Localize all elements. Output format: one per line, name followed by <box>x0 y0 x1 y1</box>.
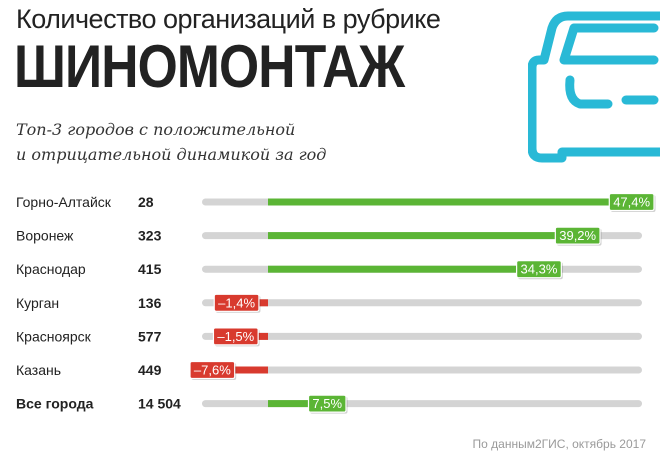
count-label: 136 <box>138 295 162 311</box>
description-line-1: Топ-3 городов с положительной <box>16 120 296 139</box>
bar <box>256 332 268 340</box>
bar <box>268 232 578 240</box>
data-label: 39,2% <box>559 228 596 243</box>
data-label: 47,4% <box>613 195 650 210</box>
value-badge <box>516 260 562 279</box>
bar <box>256 299 268 307</box>
bar-row: Все города 14 504 7,5% <box>16 394 642 414</box>
category-label: Курган <box>16 295 59 311</box>
bar-row: Красноярск 577 –1,5% <box>16 327 642 347</box>
chart-title: Количество организаций в рубрике <box>16 4 441 34</box>
bar-track <box>202 299 642 307</box>
value-badge <box>608 192 655 212</box>
category-label: Горно-Алтайск <box>16 194 112 210</box>
bar <box>268 400 328 408</box>
category-label: Красноярск <box>16 328 92 344</box>
bar <box>268 198 643 206</box>
count-label: 323 <box>138 228 162 244</box>
data-label: 7,5% <box>312 396 342 411</box>
data-label: –1,5% <box>217 329 254 344</box>
bar <box>268 265 539 273</box>
category-label: Казань <box>16 362 61 378</box>
value-badge <box>213 293 260 312</box>
category-label: Краснодар <box>16 261 86 277</box>
data-label: –7,6% <box>194 363 231 378</box>
chart-subtitle: ШИНОМОНТАЖ <box>14 33 405 100</box>
value-badge <box>307 394 347 413</box>
chart-description: Топ-3 городов с положительной и отрицате… <box>16 117 396 167</box>
bar-track <box>202 366 642 374</box>
bar-row: Горно-Алтайск 28 47,4% <box>16 192 656 212</box>
data-label: –1,4% <box>218 295 255 310</box>
count-label: 28 <box>138 194 154 210</box>
category-label: Все города <box>16 396 94 412</box>
bar-row: Краснодар 415 34,3% <box>16 260 642 280</box>
value-badge <box>212 327 259 346</box>
bar <box>207 366 268 374</box>
bar-row: Казань 449 –7,6% <box>16 360 642 380</box>
car-icon <box>528 11 660 163</box>
description-line-2: и отрицательной динамикой за год <box>16 145 327 164</box>
count-label: 577 <box>138 328 162 344</box>
count-label: 449 <box>138 362 162 378</box>
bar-row: Воронеж 323 39,2% <box>16 226 642 246</box>
bar-track <box>202 332 642 340</box>
source-note: По данным2ГИС, октябрь 2017 <box>472 437 646 451</box>
data-label: 34,3% <box>521 262 558 277</box>
value-badge <box>554 226 601 245</box>
count-label: 14 504 <box>138 396 181 412</box>
category-label: Воронеж <box>16 228 74 244</box>
value-badge <box>189 360 236 380</box>
bar-row: Курган 136 –1,4% <box>16 293 642 313</box>
count-label: 415 <box>138 261 162 277</box>
